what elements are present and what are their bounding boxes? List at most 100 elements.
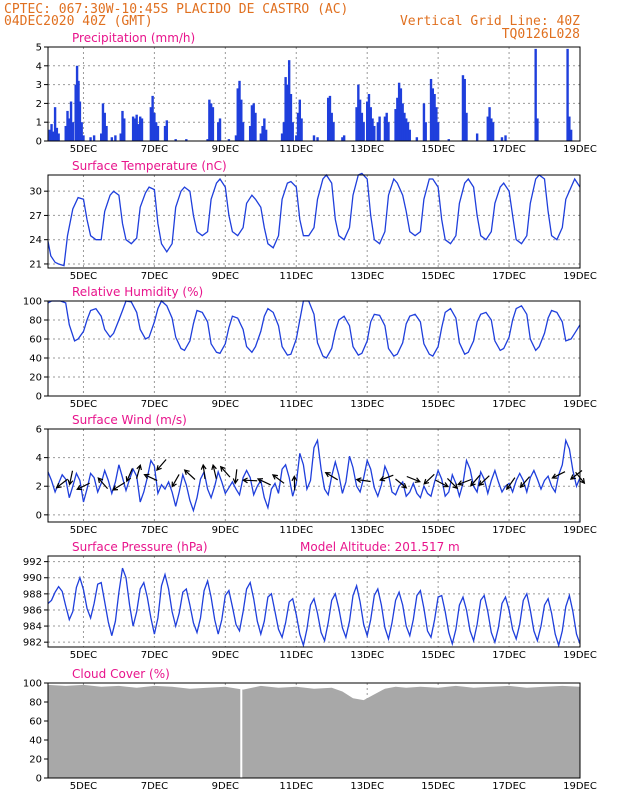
y-tick-label: 20 [29, 755, 42, 766]
wind-arrow [355, 477, 371, 483]
x-tick-label: 9DEC [212, 144, 239, 155]
y-tick-label: 990 [23, 573, 42, 584]
x-tick-label: 11DEC [279, 781, 313, 792]
temp-series-line [47, 172, 581, 267]
wind-arrow [219, 465, 231, 478]
precip-bar [69, 101, 73, 141]
x-tick-label: 5DEC [70, 399, 97, 410]
precip-bar [568, 116, 571, 141]
precip-bar [82, 135, 85, 141]
precip-bar [75, 65, 79, 141]
y-tick-label: 21 [29, 259, 42, 270]
panel-annotation: Model Altitude: 201.517 m [300, 540, 460, 554]
precip-bar [465, 112, 468, 141]
y-tick-label: 30 [29, 187, 42, 198]
x-tick-label: 7DEC [141, 650, 168, 661]
y-tick-label: 6 [36, 425, 42, 436]
x-tick-label: 5DEC [70, 650, 97, 661]
precip-bar [50, 124, 53, 141]
precip-bar [218, 118, 222, 141]
panel-frame [47, 682, 581, 779]
wind-arrow [446, 477, 459, 490]
x-tick-label: 13DEC [350, 650, 384, 661]
precip-bar [261, 125, 264, 141]
precip-bar [383, 116, 387, 141]
precip-bar [435, 107, 438, 141]
wind-arrow [478, 475, 490, 487]
x-tick-label: 17DEC [492, 144, 526, 155]
wind-arrow [143, 473, 158, 482]
precip-bar [286, 84, 289, 141]
x-tick-label: 11DEC [279, 144, 313, 155]
wind-arrow [324, 471, 339, 481]
precip-bar [295, 135, 298, 141]
precip-bar [424, 122, 427, 141]
x-tick-label: 19DEC [563, 781, 597, 792]
press-series-line [47, 567, 581, 648]
precip-bar [64, 125, 67, 141]
y-tick-label: 3 [36, 80, 42, 91]
y-tick-label: 2 [36, 482, 42, 493]
precip-bar [248, 125, 252, 141]
precip-bar [74, 84, 77, 141]
panel-title: Cloud Cover (%) [72, 667, 170, 681]
wind-arrow [156, 459, 167, 472]
precip-bar [406, 122, 410, 141]
x-tick-label: 5DEC [70, 781, 97, 792]
precip-bar [534, 48, 537, 141]
y-tick-label: 27 [29, 211, 42, 222]
y-tick-label: 984 [23, 622, 42, 633]
wind-arrow [97, 477, 109, 489]
precip-bar [133, 118, 137, 141]
precip-bar [403, 112, 406, 141]
precip-bar [394, 109, 397, 141]
x-tick-label: 5DEC [70, 271, 97, 282]
wind-arrow [457, 478, 472, 486]
y-tick-label: 0 [36, 774, 42, 785]
panel-title: Precipitation (mm/h) [72, 31, 195, 45]
y-tick-label: 20 [29, 373, 42, 384]
wind-arrow [423, 473, 435, 485]
y-tick-label: 988 [23, 589, 42, 600]
wind-arrow [271, 474, 285, 484]
precip-bar [114, 135, 117, 141]
precip-bar [436, 122, 440, 141]
precip-bar [135, 114, 138, 141]
x-tick-label: 9DEC [212, 525, 239, 536]
x-tick-label: 19DEC [563, 525, 597, 536]
precip-bar [156, 125, 160, 141]
precip-bar [341, 137, 344, 141]
x-tick-label: 7DEC [141, 781, 168, 792]
precip-bar [429, 78, 433, 141]
x-tick-label: 17DEC [492, 271, 526, 282]
precip-bar [211, 107, 215, 141]
x-tick-label: 9DEC [212, 399, 239, 410]
wind-arrow [291, 475, 298, 491]
precip-bar [373, 125, 376, 141]
wind-arrow [76, 482, 90, 491]
x-tick-label: 7DEC [141, 399, 168, 410]
precip-bar [55, 127, 59, 141]
precip-bar [259, 133, 262, 141]
wind-arrow [406, 475, 421, 483]
y-tick-label: 982 [23, 638, 42, 649]
precip-bar [401, 103, 404, 141]
panel-title: Relative Humidity (%) [72, 285, 203, 299]
x-tick-label: 13DEC [350, 525, 384, 536]
wind-arrow [136, 463, 142, 479]
precip-bar [490, 118, 493, 141]
panel-title: Surface Pressure (hPa) [72, 540, 208, 554]
precip-bar [475, 133, 479, 141]
precip-bar [378, 116, 381, 141]
precip-bar [371, 118, 374, 141]
precip-bar [387, 122, 390, 141]
precip-bar [486, 116, 489, 141]
x-tick-label: 7DEC [141, 144, 168, 155]
precip-bar [110, 137, 114, 141]
wind-arrow [111, 481, 126, 491]
precip-bar [385, 112, 388, 141]
precip-bar [287, 60, 291, 141]
precip-bar [121, 110, 124, 141]
precip-bar [397, 82, 401, 141]
